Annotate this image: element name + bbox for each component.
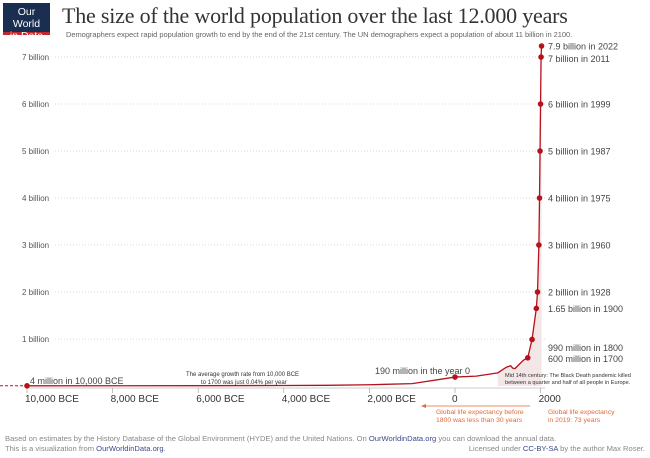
data-label: 990 million in 1800 [548,343,623,353]
license-link[interactable]: CC-BY-SA [522,444,559,453]
data-point [537,148,543,154]
y-tick-label: 6 billion [22,100,49,109]
x-tick-label: 10,000 BCE [25,394,79,405]
data-label: 4 billion in 1975 [548,194,611,204]
data-point [24,383,30,389]
data-label: 3 billion in 1960 [548,241,611,251]
logo-line1: Our World [12,6,41,30]
viz-text: This is a visualization from [5,444,97,453]
footer-viz: This is a visualization from OurWorldinD… [5,444,166,453]
owid-link-2[interactable]: OurWorldinData.org [96,444,164,453]
annotation-life-now: Global life expectancy [548,409,615,416]
data-point [534,289,541,295]
source-text: Based on estimates by the History Databa… [5,434,369,443]
data-point [524,355,531,361]
x-tick-label: 2,000 BCE [367,394,416,405]
footer-source: Based on estimates by the History Databa… [5,434,556,443]
x-tick-label: 8,000 BCE [111,394,160,405]
x-tick-label: 4,000 BCE [282,394,331,405]
y-tick-label: 1 billion [22,335,49,344]
footer-license: Licensed under CC-BY-SA by the author Ma… [469,444,645,453]
data-label: 1.65 billion in 1900 [548,304,623,314]
data-label: 7 billion in 2011 [548,54,610,64]
owid-logo[interactable]: Our World in Data [3,3,50,42]
y-tick-label: 5 billion [22,147,49,156]
y-tick-label: 2 billion [22,288,49,297]
chart-subtitle: Demographers expect rapid population gro… [66,30,573,39]
x-tick-label: 2000 [539,394,562,405]
y-tick-label: 3 billion [22,241,49,250]
data-point [538,54,544,60]
population-line [26,45,543,387]
y-tick-label: 4 billion [22,194,49,203]
data-point [452,374,458,380]
y-tick-label: 7 billion [22,53,49,62]
data-label: 4 million in 10,000 BCE [30,376,124,386]
chart-title: The size of the world population over th… [62,3,568,28]
data-label: 5 billion in 1987 [548,147,611,157]
annotation-growth: The average growth rate from 10,000 BCE [186,372,299,378]
annotation-growth: to 1700 was just 0.04% per year [201,380,287,386]
annotation-life: 1800 was less than 30 years [436,417,523,424]
annotation-black-death: between a quarter and half of all people… [505,380,631,386]
x-tick-label: 0 [452,394,458,405]
area-fill [497,46,542,386]
owid-link[interactable]: OurWorldinData.org [368,434,437,443]
annotation-life: Global life expectancy before [436,409,524,416]
data-point [536,195,543,201]
data-point [529,336,535,343]
data-point [533,305,540,312]
data-point [536,242,542,248]
logo-line2: in Data [9,30,44,42]
annotation-life-now: in 2019: 73 years [548,417,601,424]
data-label: 6 billion in 1999 [548,100,611,110]
data-point [538,43,545,49]
data-label: 2 billion in 1928 [548,288,611,298]
license-text: Licensed under [468,444,523,453]
data-label: 600 million in 1700 [548,354,623,364]
viz-text-end: . [163,444,166,453]
data-point [537,101,544,107]
license-author: by the author Max Roser. [558,444,645,453]
arrow-head-icon [421,404,426,408]
data-label: 190 million in the year 0 [375,366,470,376]
annotation-black-death: Mid 14th century: The Black Death pandem… [505,373,631,379]
source-text-end: you can download the annual data. [436,434,557,443]
x-tick-label: 6,000 BCE [196,394,245,405]
data-label: 7.9 billion in 2022 [548,42,618,52]
